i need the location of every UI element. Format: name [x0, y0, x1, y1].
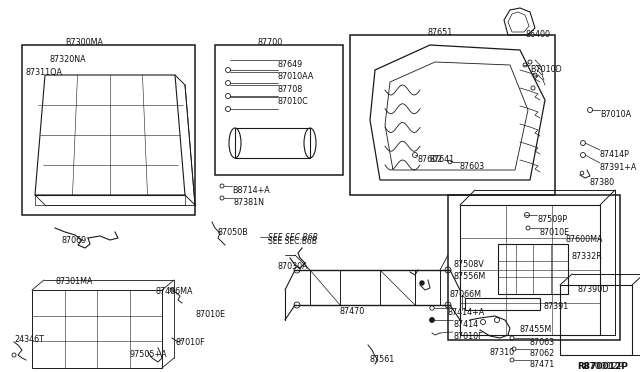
Text: B7010D: B7010D	[530, 65, 562, 74]
Text: 87010F: 87010F	[175, 338, 205, 347]
Text: SEE SEC.B6B: SEE SEC.B6B	[268, 232, 318, 241]
Text: 87603: 87603	[460, 162, 485, 171]
Text: 87063: 87063	[530, 338, 555, 347]
Bar	[350, 35, 555, 195]
Text: 87556M: 87556M	[453, 272, 485, 281]
Bar	[460, 205, 600, 335]
Text: 87030A: 87030A	[278, 262, 308, 271]
Text: SEE SEC.B6B: SEE SEC.B6B	[268, 237, 317, 246]
Text: 87311QA: 87311QA	[26, 68, 63, 77]
Text: R870012P: R870012P	[577, 362, 623, 371]
Text: 87010C: 87010C	[278, 97, 308, 106]
Text: 87332R: 87332R	[572, 252, 603, 261]
Circle shape	[430, 318, 434, 322]
Bar	[498, 244, 568, 294]
Text: 87414+A: 87414+A	[448, 308, 485, 317]
Text: 87414: 87414	[453, 320, 478, 329]
Text: B8714+A: B8714+A	[232, 186, 269, 195]
Text: B7300MA: B7300MA	[65, 38, 103, 47]
Bar	[560, 285, 632, 355]
Text: 87010E: 87010E	[196, 310, 226, 319]
Text: 87010F: 87010F	[453, 332, 483, 341]
Text: 87414P: 87414P	[600, 150, 630, 159]
Text: 87069: 87069	[62, 236, 87, 245]
Text: 97505+A: 97505+A	[130, 350, 168, 359]
Text: 87391+A: 87391+A	[600, 163, 637, 172]
Bar	[32, 290, 162, 368]
Text: 87561: 87561	[370, 355, 396, 364]
Text: R870012P: R870012P	[577, 362, 628, 371]
Text: 87320NA: 87320NA	[50, 55, 86, 64]
Text: 87470: 87470	[340, 307, 365, 316]
Text: 87641: 87641	[430, 155, 455, 164]
Text: 87391: 87391	[543, 302, 568, 311]
Text: 87062: 87062	[530, 349, 556, 358]
Text: 87508V: 87508V	[453, 260, 484, 269]
Text: 87509P: 87509P	[537, 215, 567, 224]
Circle shape	[420, 281, 424, 285]
Text: 87010E: 87010E	[540, 228, 570, 237]
Text: 87050B: 87050B	[218, 228, 249, 237]
Text: B7010A: B7010A	[600, 110, 631, 119]
Text: 87066M: 87066M	[450, 290, 482, 299]
Text: 87381N: 87381N	[234, 198, 265, 207]
Bar	[22, 45, 195, 215]
Text: 87390D: 87390D	[578, 285, 609, 294]
Text: 87651: 87651	[428, 28, 453, 37]
Text: 87380: 87380	[590, 178, 615, 187]
Text: 24346T: 24346T	[14, 335, 44, 344]
Bar	[465, 298, 540, 310]
Text: 87602: 87602	[417, 155, 442, 164]
Text: 87455M: 87455M	[520, 325, 552, 334]
Bar	[235, 128, 310, 158]
Text: 87649: 87649	[278, 60, 303, 69]
Text: 87010AA: 87010AA	[278, 72, 314, 81]
Bar	[448, 195, 620, 340]
Text: 87406MA: 87406MA	[156, 287, 193, 296]
Text: 87700: 87700	[258, 38, 284, 47]
Text: 86400: 86400	[525, 30, 550, 39]
Text: 87708: 87708	[278, 85, 303, 94]
Text: 87301MA: 87301MA	[55, 277, 93, 286]
Bar	[215, 45, 343, 175]
Text: 87310: 87310	[490, 348, 515, 357]
Text: 87471: 87471	[530, 360, 556, 369]
Text: 87600MA: 87600MA	[566, 235, 604, 244]
